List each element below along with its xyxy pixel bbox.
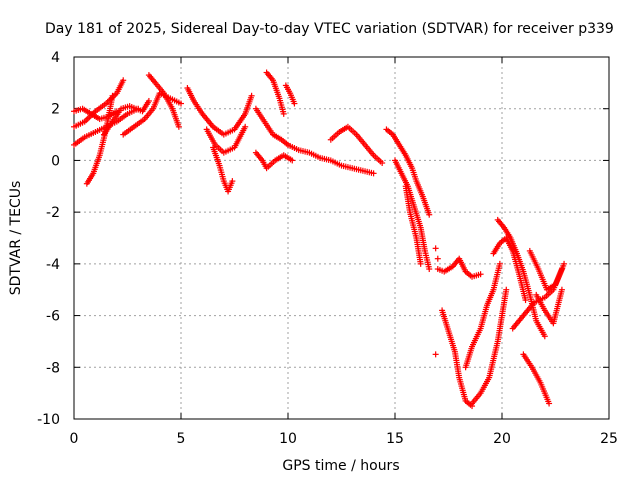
y-tick-label: 4	[51, 50, 60, 66]
data-point	[248, 92, 255, 99]
data-point	[541, 333, 548, 340]
y-tick-label: -10	[37, 412, 60, 428]
data-point	[370, 170, 377, 177]
data-point	[289, 157, 296, 164]
data-point	[242, 123, 249, 130]
y-axis-label: SDTVAR / TECUs	[8, 181, 24, 296]
y-tick-label: -6	[46, 309, 60, 325]
data-point	[175, 123, 182, 130]
data-point	[432, 245, 439, 252]
y-tick-labels: -10 -8 -6 -4 -2 0 2 4	[37, 50, 60, 428]
data-point	[291, 100, 298, 107]
data-point	[558, 286, 565, 293]
x-tick-label: 25	[600, 431, 618, 447]
y-tick-label: -8	[46, 360, 60, 376]
data-point	[546, 400, 553, 407]
x-axis-label: GPS time / hours	[282, 458, 399, 474]
x-tick-label: 5	[177, 431, 186, 447]
x-tick-label: 0	[70, 431, 79, 447]
y-tick-label: -4	[46, 257, 60, 273]
x-tick-label: 10	[279, 431, 297, 447]
data-point	[417, 260, 424, 267]
x-tick-label: 15	[386, 431, 404, 447]
data-points	[71, 69, 568, 410]
data-point	[145, 97, 152, 104]
data-point	[496, 260, 503, 267]
data-point	[280, 110, 287, 117]
x-tick-label: 20	[493, 431, 511, 447]
data-point	[432, 351, 439, 358]
plot-frame	[73, 56, 610, 420]
y-tick-label: 0	[51, 153, 60, 169]
axis-ticks	[73, 56, 610, 420]
data-point	[379, 160, 386, 167]
data-point	[561, 260, 568, 267]
data-point	[426, 211, 433, 218]
data-point	[109, 92, 116, 99]
data-point	[477, 271, 484, 278]
y-tick-label: 2	[51, 102, 60, 118]
chart-title: Day 181 of 2025, Sidereal Day-to-day VTE…	[45, 21, 614, 37]
data-point	[426, 266, 433, 273]
y-tick-label: -2	[46, 205, 60, 221]
x-tick-labels: 0 5 10 15 20 25	[70, 431, 618, 447]
data-point	[178, 100, 184, 107]
data-point	[434, 255, 441, 262]
data-point	[120, 77, 127, 84]
data-point	[522, 297, 529, 304]
data-point	[503, 286, 510, 293]
data-point	[229, 178, 236, 185]
